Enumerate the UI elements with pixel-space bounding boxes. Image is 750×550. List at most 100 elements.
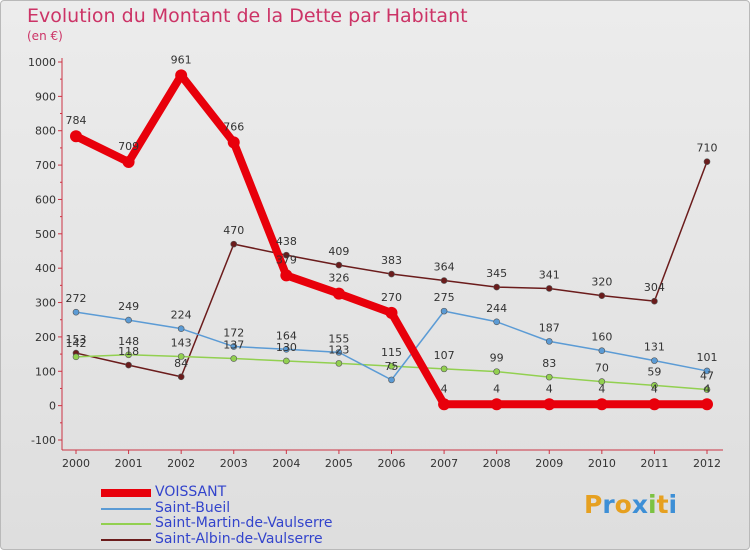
- y-tick-label: 700: [35, 159, 56, 172]
- data-label: 131: [644, 341, 665, 354]
- data-point: [125, 351, 132, 359]
- data-point: [545, 285, 553, 292]
- data-point: [177, 353, 185, 360]
- data-point: [335, 261, 343, 269]
- y-tick-label: 300: [35, 297, 56, 310]
- data-label: 438: [276, 235, 297, 248]
- data-point: [332, 287, 345, 300]
- data-point: [651, 297, 658, 305]
- data-point: [72, 308, 80, 316]
- data-label: 101: [697, 351, 718, 364]
- logo-letter: i: [668, 490, 678, 519]
- data-label: 47: [700, 369, 714, 382]
- legend-swatch: [101, 523, 151, 525]
- data-point: [490, 398, 503, 411]
- data-label: 341: [539, 268, 560, 281]
- data-label: 326: [328, 272, 349, 285]
- data-label: 115: [381, 346, 402, 359]
- data-label: 320: [591, 276, 612, 289]
- y-tick-label: 800: [35, 125, 56, 138]
- data-point: [72, 353, 80, 361]
- data-label: 84: [174, 357, 188, 370]
- x-tick-label: 2003: [220, 457, 248, 470]
- data-point: [283, 251, 290, 259]
- data-label: 4: [598, 382, 605, 395]
- data-point: [703, 386, 711, 393]
- data-point: [440, 365, 448, 373]
- data-label: 244: [486, 302, 507, 315]
- data-point: [493, 283, 500, 291]
- data-label: 4: [651, 382, 658, 395]
- data-point: [543, 398, 556, 411]
- data-point: [177, 373, 185, 381]
- data-label: 99: [490, 352, 504, 365]
- x-tick-label: 2001: [115, 457, 143, 470]
- x-tick-label: 2008: [483, 457, 511, 470]
- data-label: 345: [486, 267, 507, 280]
- data-point: [335, 360, 343, 367]
- data-point: [385, 306, 398, 319]
- data-label: 275: [434, 291, 455, 304]
- data-label: 379: [276, 253, 297, 266]
- data-point: [280, 269, 293, 282]
- data-point: [230, 355, 238, 362]
- y-tick-label: 900: [35, 90, 56, 103]
- data-label: 143: [171, 336, 192, 349]
- data-label: 160: [591, 331, 612, 344]
- legend-swatch: [101, 538, 151, 541]
- data-point: [440, 307, 448, 315]
- data-label: 4: [493, 382, 500, 395]
- data-point: [70, 130, 82, 143]
- data-point: [598, 347, 606, 354]
- data-point: [545, 338, 553, 345]
- data-point: [388, 270, 395, 278]
- data-point: [493, 368, 500, 375]
- data-label: 123: [328, 343, 349, 356]
- legend-label: Saint-Martin-de-Vaulserre: [155, 515, 333, 531]
- y-tick-label: 200: [35, 331, 56, 344]
- logo-letter: P: [584, 490, 603, 519]
- y-tick-label: 1000: [28, 56, 56, 69]
- data-label: 142: [66, 337, 87, 350]
- legend-swatch: [101, 507, 151, 510]
- x-tick-label: 2010: [588, 457, 616, 470]
- legend-swatch: [101, 489, 151, 497]
- data-label: 172: [223, 327, 244, 340]
- y-tick-label: 400: [35, 262, 56, 275]
- data-label: 59: [647, 365, 661, 378]
- data-point: [438, 398, 451, 411]
- logo-letter: r: [602, 490, 615, 519]
- y-tick-label: 0: [49, 400, 56, 413]
- data-point: [388, 362, 395, 370]
- data-point: [703, 158, 711, 165]
- data-label: 155: [328, 332, 349, 345]
- data-label: 4: [546, 382, 553, 395]
- data-label: 4: [704, 382, 711, 395]
- data-point: [388, 376, 395, 384]
- data-label: 107: [434, 349, 455, 362]
- x-tick-label: 2007: [430, 457, 458, 470]
- data-point: [651, 382, 658, 389]
- data-point: [335, 349, 343, 356]
- data-label: 70: [595, 362, 609, 375]
- proxiti-logo: Proxiti: [584, 490, 677, 519]
- chart-title: Evolution du Montant de la Dette par Hab…: [27, 5, 468, 27]
- data-label: 709: [118, 140, 139, 153]
- logo-letter: o: [614, 490, 632, 519]
- data-label: 118: [118, 345, 139, 358]
- data-point: [545, 373, 553, 381]
- data-label: 75: [385, 360, 399, 373]
- y-tick-label: 600: [35, 193, 56, 206]
- data-label: 4: [441, 382, 448, 395]
- legend-label: Saint-Bueil: [155, 499, 231, 516]
- data-point: [227, 136, 240, 149]
- x-tick-label: 2009: [535, 457, 563, 470]
- data-point: [125, 316, 132, 324]
- data-point: [177, 325, 185, 332]
- data-point: [598, 292, 606, 299]
- data-label: 470: [223, 224, 244, 237]
- data-label: 304: [644, 281, 665, 294]
- data-point: [595, 398, 608, 411]
